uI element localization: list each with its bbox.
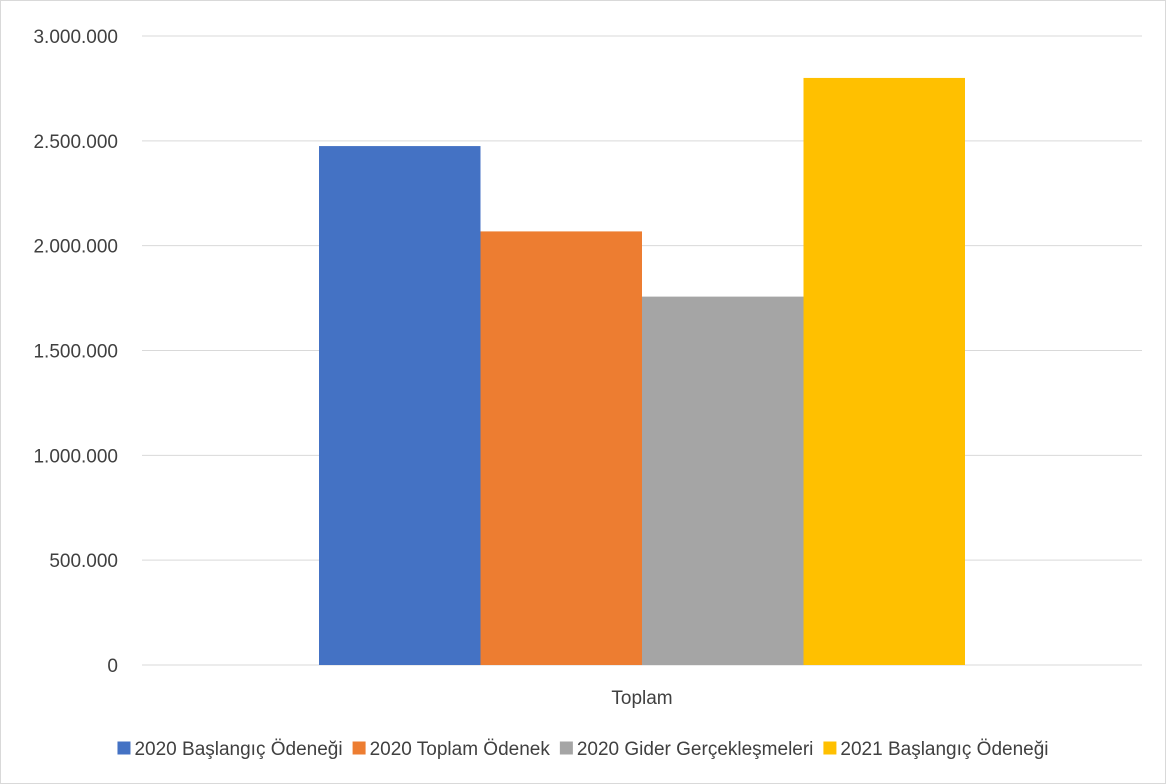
y-tick-label: 2.500.000 xyxy=(33,132,118,153)
legend-swatch-4 xyxy=(823,741,837,755)
legend-label-3: 2020 Gider Gerçekleşmeleri xyxy=(577,739,814,760)
y-tick-label: 3.000.000 xyxy=(33,27,118,48)
y-tick-label: 500.000 xyxy=(49,551,118,572)
legend-swatch-3 xyxy=(559,741,573,755)
legend: 2020 Başlangıç Ödeneği 2020 Toplam Ödenek… xyxy=(117,739,1049,760)
legend-label-4: 2021 Başlangıç Ödeneği xyxy=(840,739,1048,760)
legend-swatch-2 xyxy=(352,741,366,755)
x-category-label: Toplam xyxy=(611,688,672,709)
bar-1[interactable] xyxy=(319,146,481,665)
y-tick-label: 1.000.000 xyxy=(33,446,118,467)
legend-swatch-1 xyxy=(117,741,131,755)
bar-3[interactable] xyxy=(642,296,804,665)
y-tick-label: 1.500.000 xyxy=(33,342,118,363)
legend-label-1: 2020 Başlangıç Ödeneği xyxy=(134,739,342,760)
y-tick-label: 2.000.000 xyxy=(33,237,118,258)
y-tick-label: 0 xyxy=(107,656,118,677)
bar-2[interactable] xyxy=(480,231,643,665)
bar-4[interactable] xyxy=(803,77,966,665)
legend-label-2: 2020 Toplam Ödenek xyxy=(370,739,551,760)
